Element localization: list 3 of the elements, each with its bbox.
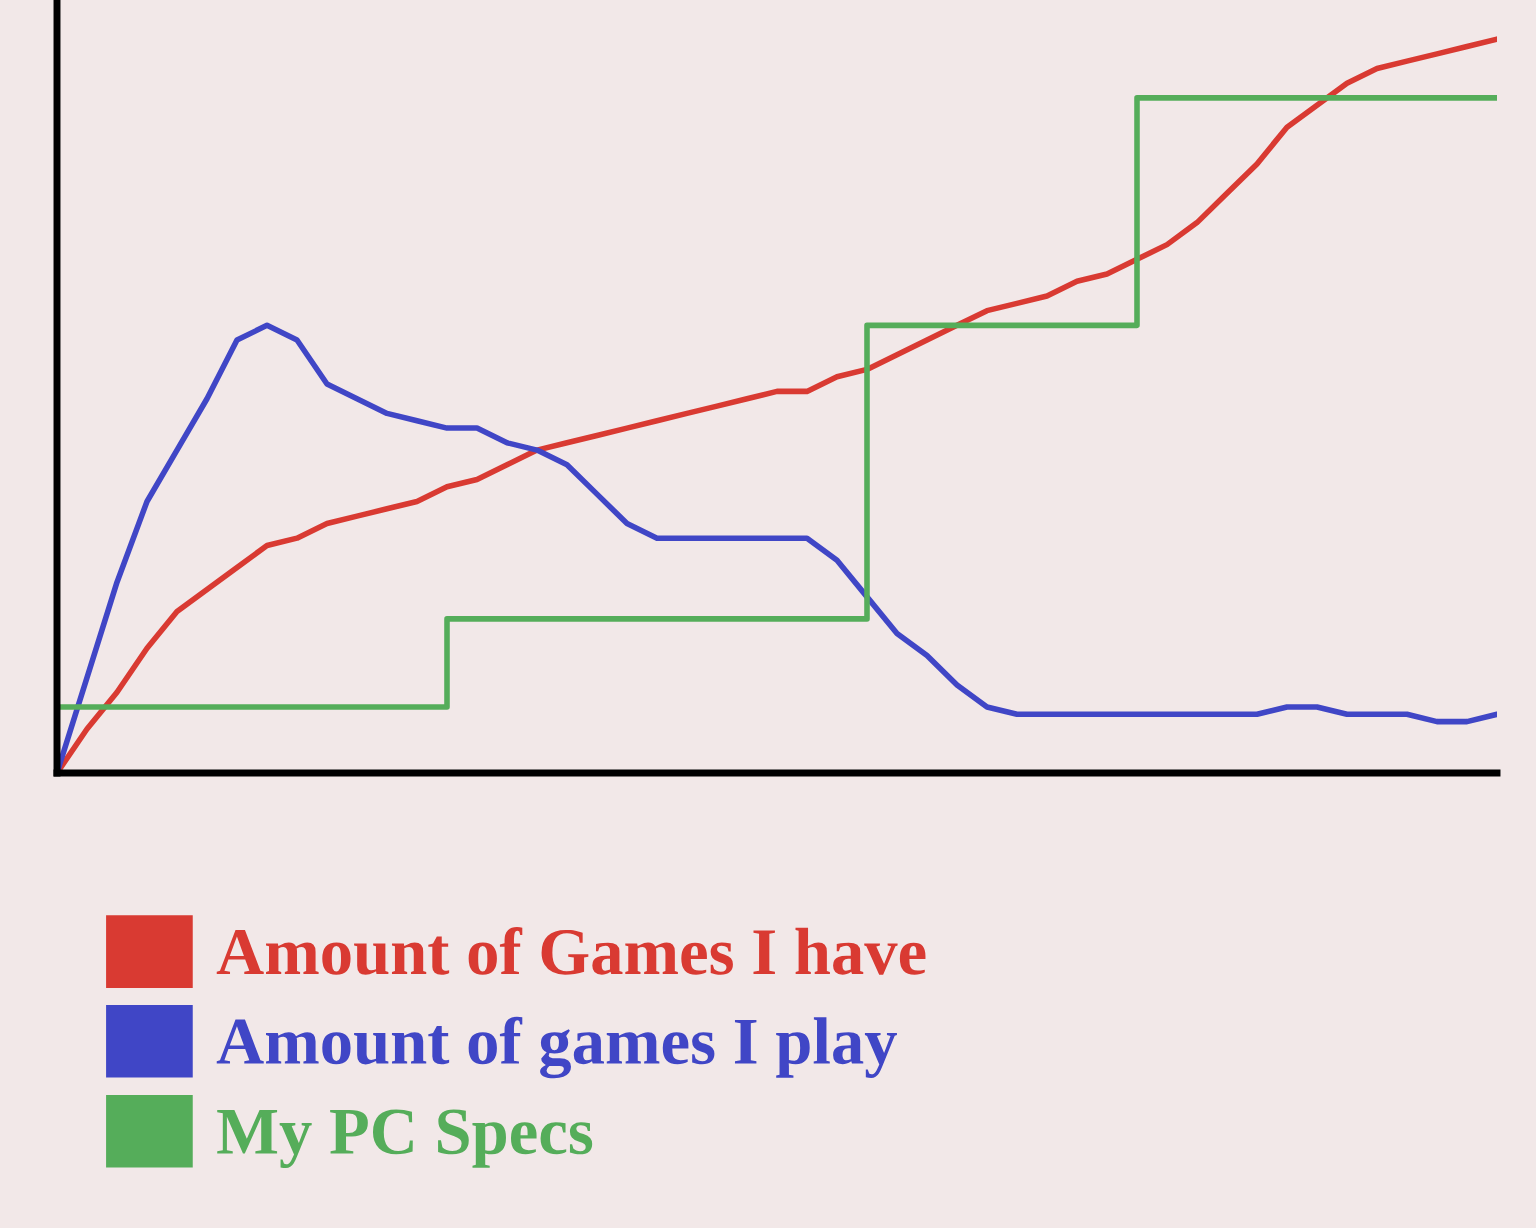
legend-label: Amount of Games I have xyxy=(216,927,926,975)
legend-label: Amount of games I play xyxy=(216,1016,897,1079)
legend-label: My PC Specs xyxy=(217,1109,593,1168)
